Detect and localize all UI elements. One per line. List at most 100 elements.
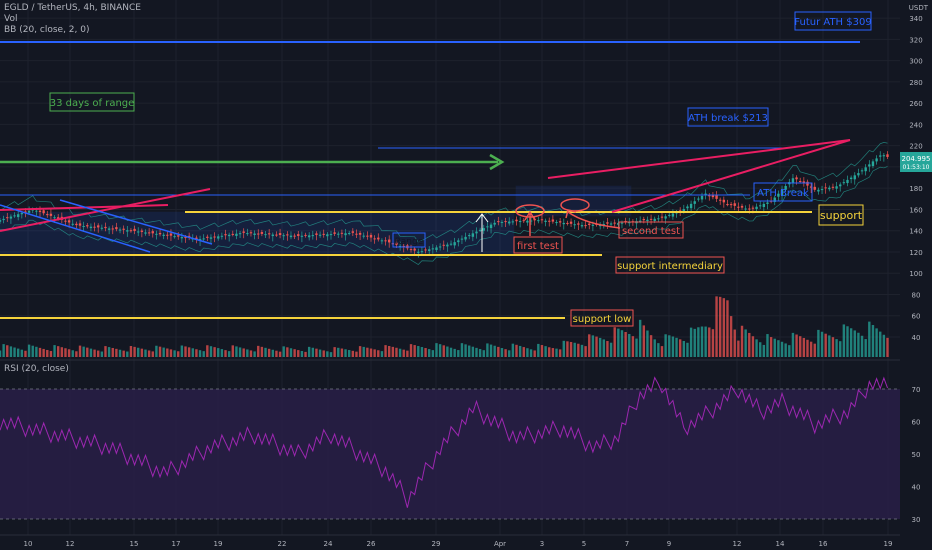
time-tick: 16	[819, 540, 828, 548]
volume-bar	[460, 343, 464, 357]
label-support[interactable]: support	[818, 204, 864, 226]
bb-legend[interactable]: BB (20, close, 2, 0)	[4, 25, 90, 35]
candle-body	[664, 216, 667, 219]
volume-bar	[213, 347, 216, 357]
symbol-title[interactable]: EGLD / TetherUS, 4h, BINANCE	[4, 3, 141, 13]
candle-body	[64, 220, 67, 222]
candle-body	[275, 234, 278, 236]
candle-body	[584, 225, 587, 227]
candle-body	[482, 228, 485, 231]
volume-bar	[802, 337, 806, 357]
volume-bar	[486, 343, 489, 357]
label-ath-break[interactable]: ATH Break	[753, 182, 813, 202]
volume-bar	[529, 349, 533, 357]
candle-body	[67, 220, 71, 223]
candle-body	[580, 225, 584, 227]
volume-bar	[737, 340, 740, 357]
candle-body	[577, 223, 580, 225]
candle-body	[311, 235, 315, 237]
candle-body	[809, 186, 813, 188]
volume-bar	[6, 345, 9, 357]
candle-body	[35, 210, 38, 212]
candle-body	[253, 233, 256, 236]
volume-bar	[38, 347, 42, 357]
trendline-upper-left	[0, 188, 211, 232]
rsi-axis[interactable]: 30 40 50 60 70	[912, 386, 921, 524]
time-tick: 9	[667, 540, 671, 548]
volume-bar	[67, 349, 71, 357]
volume-bar	[151, 351, 154, 357]
price-axis[interactable]: 4060801001201401601802002202402602803003…	[909, 15, 922, 342]
volume-bar	[617, 328, 620, 357]
volume-bar	[282, 346, 285, 357]
rsi-legend[interactable]: RSI (20, close)	[4, 364, 69, 374]
volume-bar	[533, 350, 536, 357]
volume-bar	[122, 350, 125, 357]
candle-body	[758, 205, 762, 207]
volume-bar	[591, 335, 595, 357]
candle-body	[122, 228, 125, 230]
label-support-intermediary[interactable]: support intermediary	[615, 256, 725, 274]
price-tick: 140	[909, 228, 922, 236]
label-range-days[interactable]: 33 days of range	[49, 92, 135, 112]
volume-bar	[384, 345, 387, 357]
candle-body	[831, 186, 835, 188]
candle-body	[129, 230, 133, 232]
candle-body	[853, 175, 856, 180]
volume-bar	[606, 341, 609, 357]
time-tick: 7	[625, 540, 629, 548]
volume-bar	[275, 350, 278, 357]
volume-bar	[75, 351, 78, 357]
volume-bar	[566, 341, 569, 357]
volume-bar	[137, 347, 140, 357]
price-tick: 320	[909, 36, 922, 44]
label-futur-ath-text: Futur ATH $309	[794, 17, 871, 28]
candle-body	[548, 220, 551, 222]
volume-bar	[540, 345, 544, 357]
label-futur-ath[interactable]: Futur ATH $309	[794, 11, 872, 31]
label-support-low[interactable]: support low	[570, 309, 634, 327]
price-badge-value: 204.995	[902, 155, 931, 163]
label-second-test[interactable]: second test	[618, 221, 684, 239]
candle-body	[384, 240, 387, 242]
volume-bar	[100, 351, 104, 357]
volume-bar	[864, 339, 867, 357]
volume-bar	[613, 327, 616, 357]
volume-bar	[624, 331, 627, 357]
label-first-test[interactable]: first test	[513, 236, 563, 254]
label-ath-break-price[interactable]: ATH break $213	[687, 107, 769, 127]
vol-legend[interactable]: Vol	[4, 14, 18, 24]
volume-bar	[686, 342, 689, 357]
time-tick: 12	[66, 540, 75, 548]
candle-body	[740, 205, 744, 208]
volume-bar	[711, 329, 715, 357]
candle-body	[857, 173, 860, 176]
time-tick: 26	[367, 540, 376, 548]
volume-bar	[799, 336, 802, 357]
volume-bar	[435, 343, 438, 357]
volume-bar	[708, 327, 711, 357]
volume-bar	[49, 351, 53, 357]
volume-bar	[689, 327, 693, 357]
second-test-circle	[560, 198, 590, 212]
volume-bar	[224, 350, 227, 357]
volume-bar	[111, 347, 114, 357]
volume-bar	[715, 296, 718, 357]
candle-body	[0, 220, 2, 222]
label-range[interactable]: Range	[392, 232, 426, 248]
volume-bar	[853, 330, 856, 357]
candle-body	[144, 232, 147, 234]
candle-body	[588, 223, 591, 226]
volume-bar	[35, 346, 38, 357]
time-axis[interactable]: 10 12 15 17 19 22 24 26 29 Apr 3 5 7 9 12 14 16 19	[0, 534, 900, 548]
volume-bar	[31, 345, 34, 357]
channel-line-b	[59, 199, 213, 245]
candle-body	[107, 228, 111, 230]
candle-body	[475, 231, 478, 234]
candle-body	[9, 216, 13, 219]
candle-body	[380, 240, 384, 242]
candle-body	[278, 233, 282, 236]
candle-body	[486, 226, 489, 228]
volume-bar	[828, 335, 831, 357]
